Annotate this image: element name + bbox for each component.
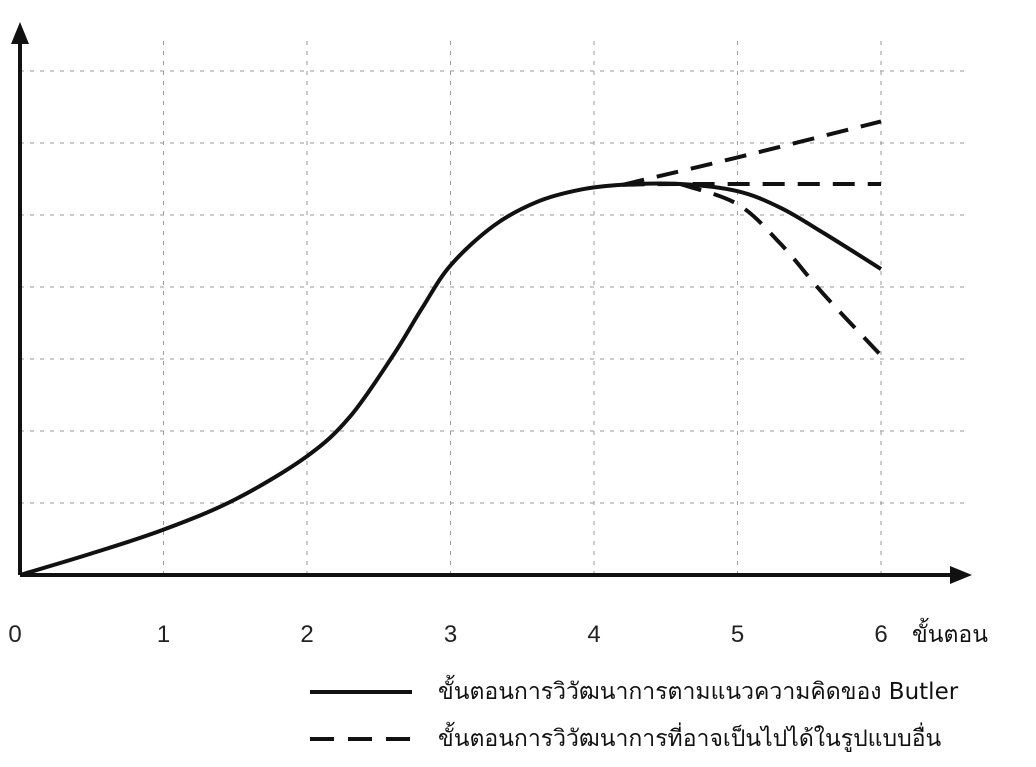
series-line-alternative xyxy=(679,182,883,357)
x-tick-label: 1 xyxy=(157,621,170,648)
x-axis-arrowhead xyxy=(950,566,972,584)
series-lines xyxy=(19,119,883,577)
x-tick-label: 4 xyxy=(587,621,600,648)
x-tick-label: 5 xyxy=(731,621,744,648)
x-axis-unit-label: ขั้นตอน xyxy=(912,618,988,648)
x-tick-label: 6 xyxy=(874,621,887,648)
series-line-alternative xyxy=(622,119,882,187)
series-line-butler xyxy=(19,181,883,577)
x-tick-label: 3 xyxy=(444,621,457,648)
y-axis-arrowhead xyxy=(11,22,29,44)
legend-swatch-dashed xyxy=(310,733,412,745)
axes xyxy=(11,22,972,584)
legend-item-dashed: ขั้นตอนการวิวัฒนาการที่อาจเป็นไปได้ในรูป… xyxy=(310,721,941,757)
legend-swatch-solid xyxy=(310,686,412,698)
series-line-alternative xyxy=(622,181,882,187)
x-tick-labels: 0 1 2 3 4 5 6 xyxy=(8,621,887,648)
x-tick-label: 0 xyxy=(8,621,21,648)
grid xyxy=(20,35,968,575)
legend-item-solid: ขั้นตอนการวิวัฒนาการตามแนวความคิดของ But… xyxy=(310,674,958,710)
legend-label-solid: ขั้นตอนการวิวัฒนาการตามแนวความคิดของ But… xyxy=(438,679,959,705)
x-tick-label: 2 xyxy=(300,621,313,648)
legend-label-dashed: ขั้นตอนการวิวัฒนาการที่อาจเป็นไปได้ในรูป… xyxy=(438,726,942,752)
